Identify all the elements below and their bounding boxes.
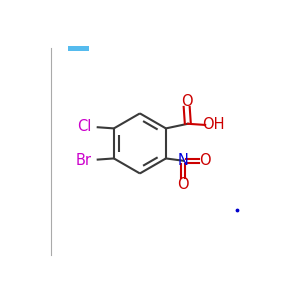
Text: Cl: Cl [77, 118, 91, 134]
Text: OH: OH [202, 117, 224, 132]
Bar [68, 46, 89, 51]
Text: Br: Br [75, 153, 91, 168]
Text: O: O [181, 94, 193, 109]
Text: O: O [177, 177, 189, 192]
Text: N: N [178, 153, 189, 168]
Text: O: O [200, 153, 211, 168]
